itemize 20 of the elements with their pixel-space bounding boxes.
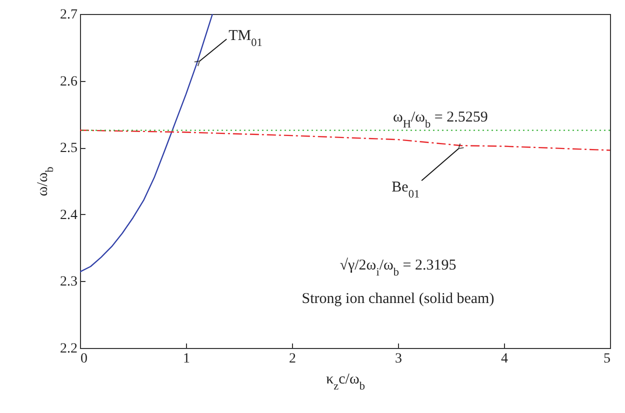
y-tick-label: 2.2 (60, 342, 78, 356)
x-tick-label: 0 (80, 352, 88, 366)
line-series (80, 14, 214, 272)
series-label: TM$_{01}$ (228, 28, 262, 50)
text: Be$_{01}$ (392, 180, 420, 201)
annotation: √γ/2ω$_{i}$/ω$_{b}$ = 2.3195 (340, 258, 456, 278)
x-tick-label: 1 (183, 352, 190, 366)
x-tick-label: 2 (289, 352, 296, 366)
line-series (80, 130, 610, 151)
y-tick-label: 2.7 (60, 8, 78, 22)
y-tick-label: 2.3 (60, 274, 78, 290)
y-tick-label: 2.4 (60, 208, 78, 223)
ref-line-label: ω$_{H}$/ω$_{b}$ = 2.5259 (392, 109, 488, 130)
x-tick-label: 5 (604, 352, 610, 366)
x-tick-label: 3 (395, 352, 402, 366)
y-tick-label: 2.5 (60, 141, 78, 156)
annotation: Strong ion channel (solid beam) (302, 290, 494, 307)
x-tick-label: 4 (501, 352, 508, 366)
x-axis-title: κ$_{z}$c/ω$_{b}$ (326, 372, 366, 392)
y-tick-label: 2.6 (60, 74, 78, 90)
